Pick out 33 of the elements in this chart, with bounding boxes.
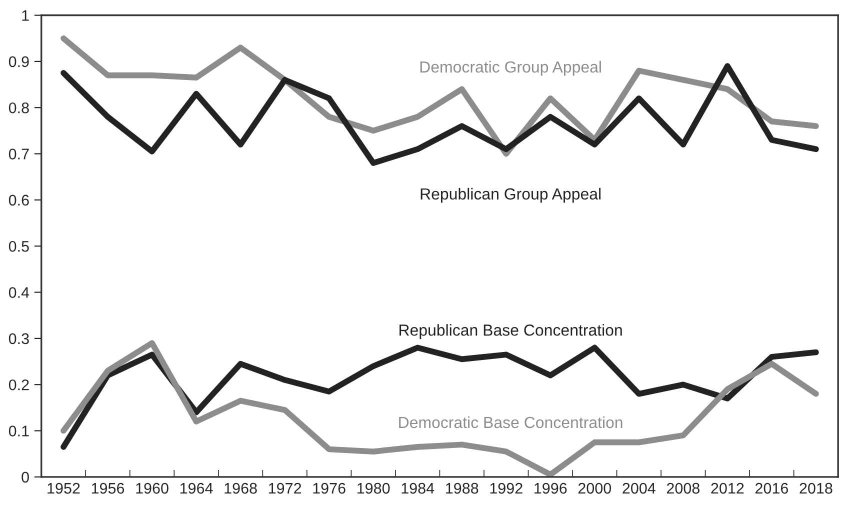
x-tick-label: 1996 [534,482,567,494]
x-tick-label: 2018 [800,482,832,494]
y-tick-label: 0.5 [8,240,29,252]
x-tick-label: 1952 [48,482,80,494]
series-label: Democratic Base Concentration [399,416,622,428]
x-tick-label: 1968 [224,482,257,494]
y-tick-label: 0.6 [8,194,29,206]
x-tick-label: 1988 [446,482,478,494]
y-tick-label: 1 [22,10,29,21]
text: Republican Group Appeal [420,188,600,203]
x-tick-label: 1972 [268,482,302,494]
x-tick-label: 1980 [358,482,390,494]
x-tick-label: 1960 [136,482,168,494]
x-tick-label: 1984 [402,482,434,494]
series-label: Republican Base Concentration [400,324,622,339]
x-tick-label: 2004 [622,482,656,494]
x-tick-label: 1976 [313,482,346,494]
y-tick-label: 0.3 [8,333,29,344]
y-tick-label: 0.7 [8,148,29,160]
x-tick-label: 2012 [711,482,744,494]
series-label: Democratic Group Appeal [420,60,601,76]
x-tick-label: 2000 [578,482,612,494]
x-tick-label: 2016 [755,482,788,494]
y-tick-label: 0 [22,472,29,483]
y-tick-label: 0.4 [8,287,30,298]
y-tick-label: 0.1 [8,426,29,436]
y-tick-label: 0.8 [8,102,29,114]
x-tick-label: 1956 [92,482,124,494]
x-tick-label: 1992 [490,482,522,494]
x-tick-label: 1964 [180,482,213,494]
x-tick-label: 2008 [666,482,700,494]
y-tick-label: 0.2 [8,379,29,390]
y-tick-label: 0.9 [8,56,29,68]
